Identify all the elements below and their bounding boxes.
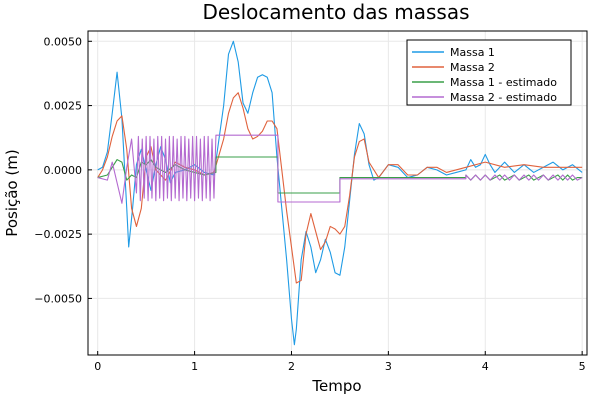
legend: Massa 1 Massa 2 Massa 1 - estimado Massa 2 … bbox=[406, 39, 572, 106]
legend-box bbox=[406, 39, 572, 106]
y-tick-label: 0.0050 bbox=[44, 35, 83, 48]
plot-frame bbox=[87, 30, 588, 356]
legend-label: Massa 2 bbox=[450, 61, 495, 74]
y-tick-label: −0.0050 bbox=[34, 292, 82, 305]
legend-label: Massa 1 - estimado bbox=[450, 76, 557, 89]
x-ticks: 0 1 2 3 4 5 bbox=[94, 351, 586, 373]
x-tick-label: 3 bbox=[385, 360, 392, 373]
x-tick-label: 1 bbox=[191, 360, 198, 373]
y-tick-label: 0.0000 bbox=[44, 164, 83, 177]
legend-label: Massa 1 bbox=[450, 46, 495, 59]
x-tick-label: 2 bbox=[288, 360, 295, 373]
series-line-4 bbox=[97, 134, 583, 204]
x-tick-label: 4 bbox=[482, 360, 489, 373]
series-layer bbox=[97, 40, 583, 346]
chart-title: Deslocamento das massas bbox=[202, 0, 469, 24]
x-axis-label: Tempo bbox=[311, 377, 361, 395]
x-tick-label: 5 bbox=[579, 360, 586, 373]
y-tick-label: −0.0025 bbox=[34, 228, 82, 241]
grid bbox=[88, 31, 587, 355]
y-ticks: 0.0050 0.0025 0.0000 −0.0025 −0.0050 bbox=[34, 35, 92, 305]
y-tick-label: 0.0025 bbox=[44, 100, 83, 113]
legend-label: Massa 2 - estimado bbox=[450, 91, 557, 104]
y-axis-label: Posição (m) bbox=[3, 149, 21, 236]
x-tick-label: 0 bbox=[94, 360, 101, 373]
